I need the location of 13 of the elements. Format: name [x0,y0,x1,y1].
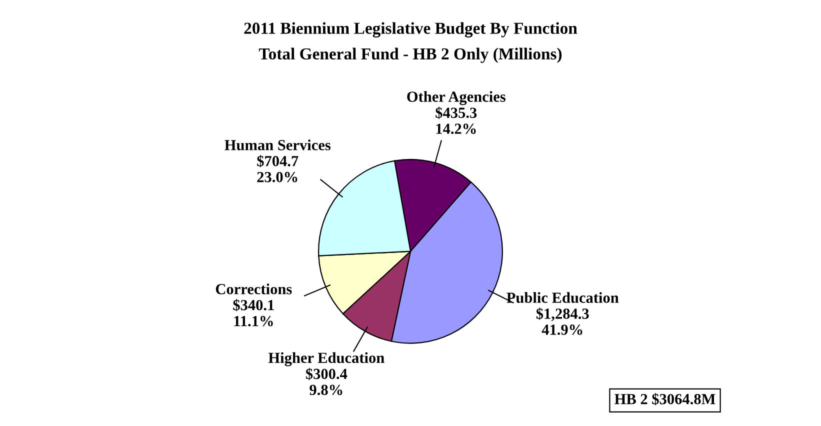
data-label: $1,284.3 41.9% [536,308,589,335]
data-label: $340.1 11.1% [233,299,274,326]
slice-label: Other Agencies [407,91,506,106]
slice-label: Corrections [216,284,292,294]
slice-label: Human Services [224,140,330,150]
data-label: $704.7 23.0% [257,155,298,182]
chart-subtitle: Total General Fund - HB 2 Only (Millions) [258,48,562,63]
chart-title: 2011 Biennium Legislative Budget By Function [244,22,578,38]
slice-label: Public Education [506,292,619,303]
slice-label: Higher Education [268,352,384,366]
data-label: $300.4 9.8% [306,368,348,396]
data-label: $435.3 14.2% [436,106,477,134]
text: HB 2 $3064.8M [614,393,716,406]
